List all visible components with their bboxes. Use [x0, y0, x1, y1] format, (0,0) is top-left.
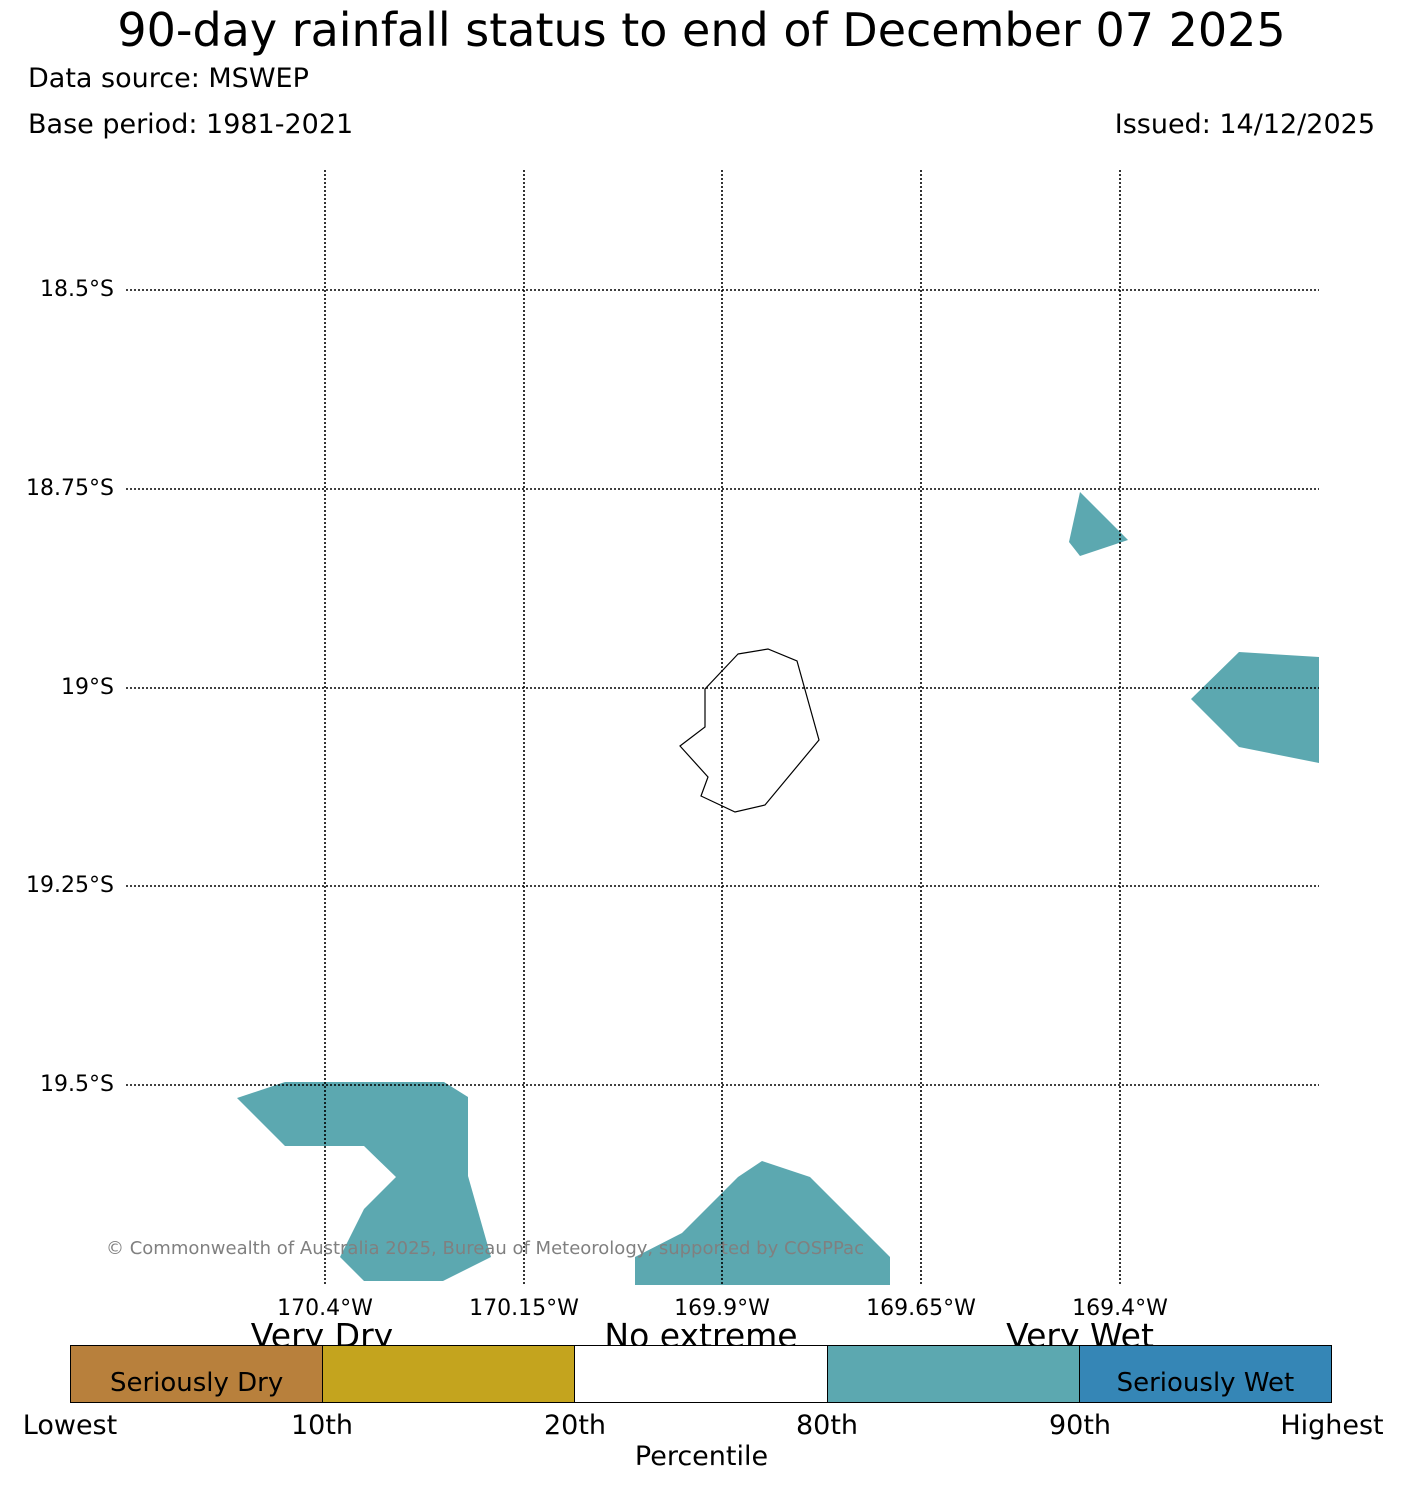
legend-segment-label: Seriously Wet — [1116, 1368, 1295, 1398]
legend-segment-no-extreme — [574, 1346, 827, 1402]
lon-label: 169.65°W — [866, 1296, 976, 1321]
base-period: Base period: 1981-2021 — [28, 109, 354, 140]
legend-tick: 10th — [290, 1410, 354, 1441]
legend-tick: 80th — [795, 1410, 859, 1441]
lon-label: 169.9°W — [674, 1296, 770, 1321]
lat-label: 19°S — [61, 675, 114, 700]
lat-label: 18.5°S — [40, 277, 114, 302]
legend-colorbar: Seriously Dry Seriously Wet — [70, 1345, 1332, 1403]
legend-segment-seriously-wet: Seriously Wet — [1078, 1346, 1332, 1402]
lat-label: 19.5°S — [40, 1072, 114, 1097]
lon-label: 169.4°W — [1072, 1296, 1168, 1321]
lon-label: 170.4°W — [277, 1296, 373, 1321]
very-wet-region-south-centre — [635, 1161, 890, 1285]
issued-date: Issued: 14/12/2025 — [1114, 109, 1375, 140]
map-plot — [126, 170, 1319, 1285]
legend-segment-label: Seriously Dry — [109, 1368, 284, 1398]
data-source: Data source: MSWEP — [28, 63, 309, 94]
legend-segment-very-dry — [322, 1346, 575, 1402]
legend-tick: Lowest — [22, 1410, 118, 1441]
lat-label: 18.75°S — [26, 476, 114, 501]
legend-tick: 90th — [1048, 1410, 1112, 1441]
very-wet-region-north-east — [1069, 492, 1128, 556]
very-wet-region-east — [1191, 652, 1319, 763]
legend-tick: 20th — [543, 1410, 607, 1441]
copyright-notice: © Commonwealth of Australia 2025, Bureau… — [106, 1238, 864, 1259]
chart-title: 90-day rainfall status to end of Decembe… — [117, 3, 1286, 57]
lon-label: 170.15°W — [469, 1296, 579, 1321]
legend-axis-title: Percentile — [634, 1441, 769, 1472]
legend-segment-seriously-dry: Seriously Dry — [71, 1346, 323, 1402]
island-coastline — [679, 648, 820, 813]
legend-segment-very-wet — [826, 1346, 1079, 1402]
very-wet-region-south-west — [237, 1082, 491, 1281]
lat-label: 19.25°S — [26, 873, 114, 898]
legend-tick: Highest — [1280, 1410, 1384, 1441]
